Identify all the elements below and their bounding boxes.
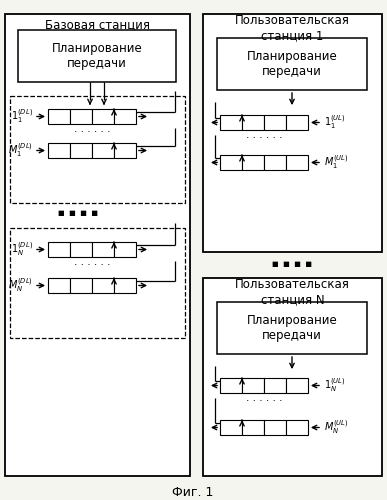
Text: Планирование
передачи: Планирование передачи <box>247 314 337 342</box>
Bar <box>286 420 308 435</box>
Bar <box>203 278 382 476</box>
Bar <box>220 115 242 130</box>
Text: Пользовательская
станция 1: Пользовательская станция 1 <box>235 14 350 42</box>
Bar <box>70 242 92 257</box>
Bar <box>92 143 114 158</box>
Bar <box>92 242 114 257</box>
Bar <box>217 302 367 354</box>
Bar <box>217 38 367 90</box>
Text: $1_1^{(DL)}$: $1_1^{(DL)}$ <box>11 108 33 126</box>
Text: $1_N^{(UL)}$: $1_N^{(UL)}$ <box>324 376 346 394</box>
Text: Планирование
передачи: Планирование передачи <box>247 50 337 78</box>
Bar <box>286 115 308 130</box>
Bar <box>70 109 92 124</box>
Text: $M_1^{(UL)}$: $M_1^{(UL)}$ <box>324 154 349 172</box>
Text: · · · · · ·: · · · · · · <box>74 127 110 137</box>
Bar <box>92 109 114 124</box>
Text: $M_1^{(DL)}$: $M_1^{(DL)}$ <box>8 142 33 160</box>
Bar <box>242 115 264 130</box>
Bar <box>92 278 114 293</box>
Text: ■  ■  ■  ■: ■ ■ ■ ■ <box>272 261 312 267</box>
Bar <box>220 378 242 393</box>
Text: · · · · · ·: · · · · · · <box>74 260 110 270</box>
Text: $M_N^{(DL)}$: $M_N^{(DL)}$ <box>8 276 33 294</box>
Text: Планирование
передачи: Планирование передачи <box>51 42 142 70</box>
Bar <box>220 420 242 435</box>
Bar <box>5 14 190 476</box>
Text: $1_N^{(DL)}$: $1_N^{(DL)}$ <box>11 240 33 258</box>
Bar <box>264 155 286 170</box>
Text: · · · · · ·: · · · · · · <box>246 133 282 143</box>
Bar <box>114 242 136 257</box>
Bar <box>48 242 70 257</box>
Bar <box>70 278 92 293</box>
Bar <box>203 14 382 252</box>
Bar <box>242 420 264 435</box>
Bar <box>264 378 286 393</box>
Bar <box>48 109 70 124</box>
Text: $M_N^{(UL)}$: $M_N^{(UL)}$ <box>324 418 349 436</box>
Text: ■  ■  ■  ■: ■ ■ ■ ■ <box>58 210 98 216</box>
Bar <box>220 155 242 170</box>
Text: Фиг. 1: Фиг. 1 <box>172 486 214 498</box>
Text: $1_1^{(UL)}$: $1_1^{(UL)}$ <box>324 114 346 132</box>
Bar <box>10 228 185 338</box>
Bar <box>70 143 92 158</box>
Bar <box>114 278 136 293</box>
Text: Базовая станция: Базовая станция <box>45 18 150 32</box>
Bar <box>114 143 136 158</box>
Bar <box>48 143 70 158</box>
Bar <box>264 420 286 435</box>
Text: · · · · · ·: · · · · · · <box>246 396 282 406</box>
Bar <box>10 96 185 203</box>
Bar <box>242 155 264 170</box>
Bar <box>242 378 264 393</box>
Bar <box>264 115 286 130</box>
Bar <box>114 109 136 124</box>
Bar <box>286 155 308 170</box>
Text: Пользовательская
станция N: Пользовательская станция N <box>235 278 350 306</box>
Bar <box>18 30 176 82</box>
Bar <box>48 278 70 293</box>
Bar <box>286 378 308 393</box>
